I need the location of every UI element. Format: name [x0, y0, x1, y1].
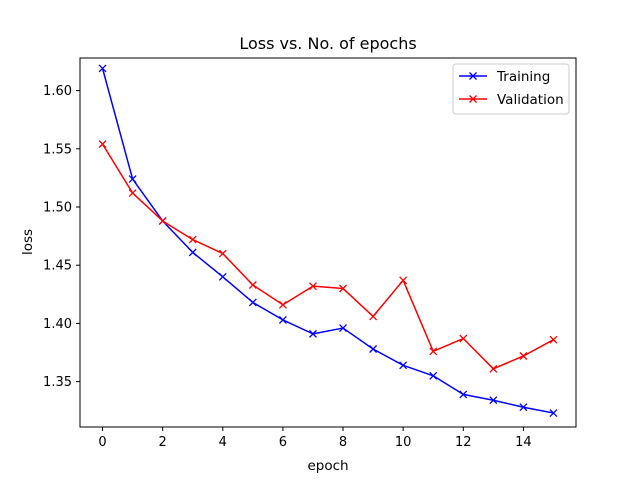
- x-tick-label: 6: [279, 435, 287, 450]
- plot-frame: [79, 57, 577, 428]
- data-point-validation: [98, 140, 107, 149]
- data-point-validation: [309, 282, 317, 291]
- x-tick-label: 4: [219, 435, 227, 450]
- data-point-training: [399, 361, 408, 370]
- legend-label: Validation: [497, 92, 564, 108]
- chart-title: Loss vs. No. of epochs: [239, 34, 416, 53]
- x-tick-label: 0: [98, 435, 106, 450]
- y-tick-label: 1.50: [43, 200, 72, 215]
- data-point-training: [309, 329, 317, 338]
- y-tick-label: 1.55: [43, 142, 72, 157]
- x-axis-label: epoch: [307, 458, 348, 474]
- x-tick-label: 14: [515, 435, 532, 450]
- series-line-training: [101, 68, 554, 414]
- data-point-validation: [459, 334, 468, 343]
- data-point-training: [459, 390, 468, 399]
- y-tick-label: 1.60: [43, 84, 72, 99]
- data-point-training: [218, 272, 227, 281]
- series-line-validation: [101, 143, 554, 370]
- data-point-validation: [218, 249, 227, 258]
- data-point-training: [278, 315, 287, 324]
- data-point-training: [248, 298, 257, 307]
- data-point-training: [128, 175, 137, 184]
- x-tick-label: 12: [455, 435, 472, 450]
- data-point-validation: [399, 276, 408, 285]
- legend-swatch-marker: [469, 72, 477, 80]
- data-point-validation: [128, 189, 137, 197]
- x-tick-label: 10: [395, 435, 412, 450]
- data-point-validation: [248, 281, 257, 289]
- legend: Training Validation: [452, 63, 570, 115]
- data-point-training: [519, 403, 528, 412]
- data-point-validation: [278, 300, 287, 309]
- y-tick-label: 1.45: [43, 259, 72, 274]
- data-point-validation: [369, 312, 378, 321]
- x-tick-label: 8: [339, 435, 347, 450]
- data-point-training: [489, 396, 498, 405]
- data-point-validation: [158, 217, 167, 225]
- data-point-training: [369, 345, 378, 353]
- data-point-training: [549, 409, 558, 417]
- legend-label: Training: [496, 69, 550, 85]
- data-point-validation: [489, 364, 498, 373]
- data-point-training: [429, 371, 438, 380]
- y-tick-label: 1.35: [43, 375, 72, 390]
- legend-swatch-marker: [469, 95, 477, 103]
- data-point-validation: [188, 235, 197, 244]
- plot-area: [98, 64, 558, 417]
- data-point-training: [98, 64, 107, 73]
- data-point-training: [339, 324, 347, 333]
- data-point-validation: [429, 347, 438, 356]
- data-point-validation: [519, 352, 528, 360]
- data-point-training: [188, 248, 197, 257]
- data-point-validation: [339, 284, 347, 293]
- y-axis-label: loss: [20, 229, 36, 255]
- y-tick-label: 1.40: [43, 317, 72, 332]
- data-point-validation: [549, 335, 558, 344]
- x-tick-label: 2: [159, 435, 167, 450]
